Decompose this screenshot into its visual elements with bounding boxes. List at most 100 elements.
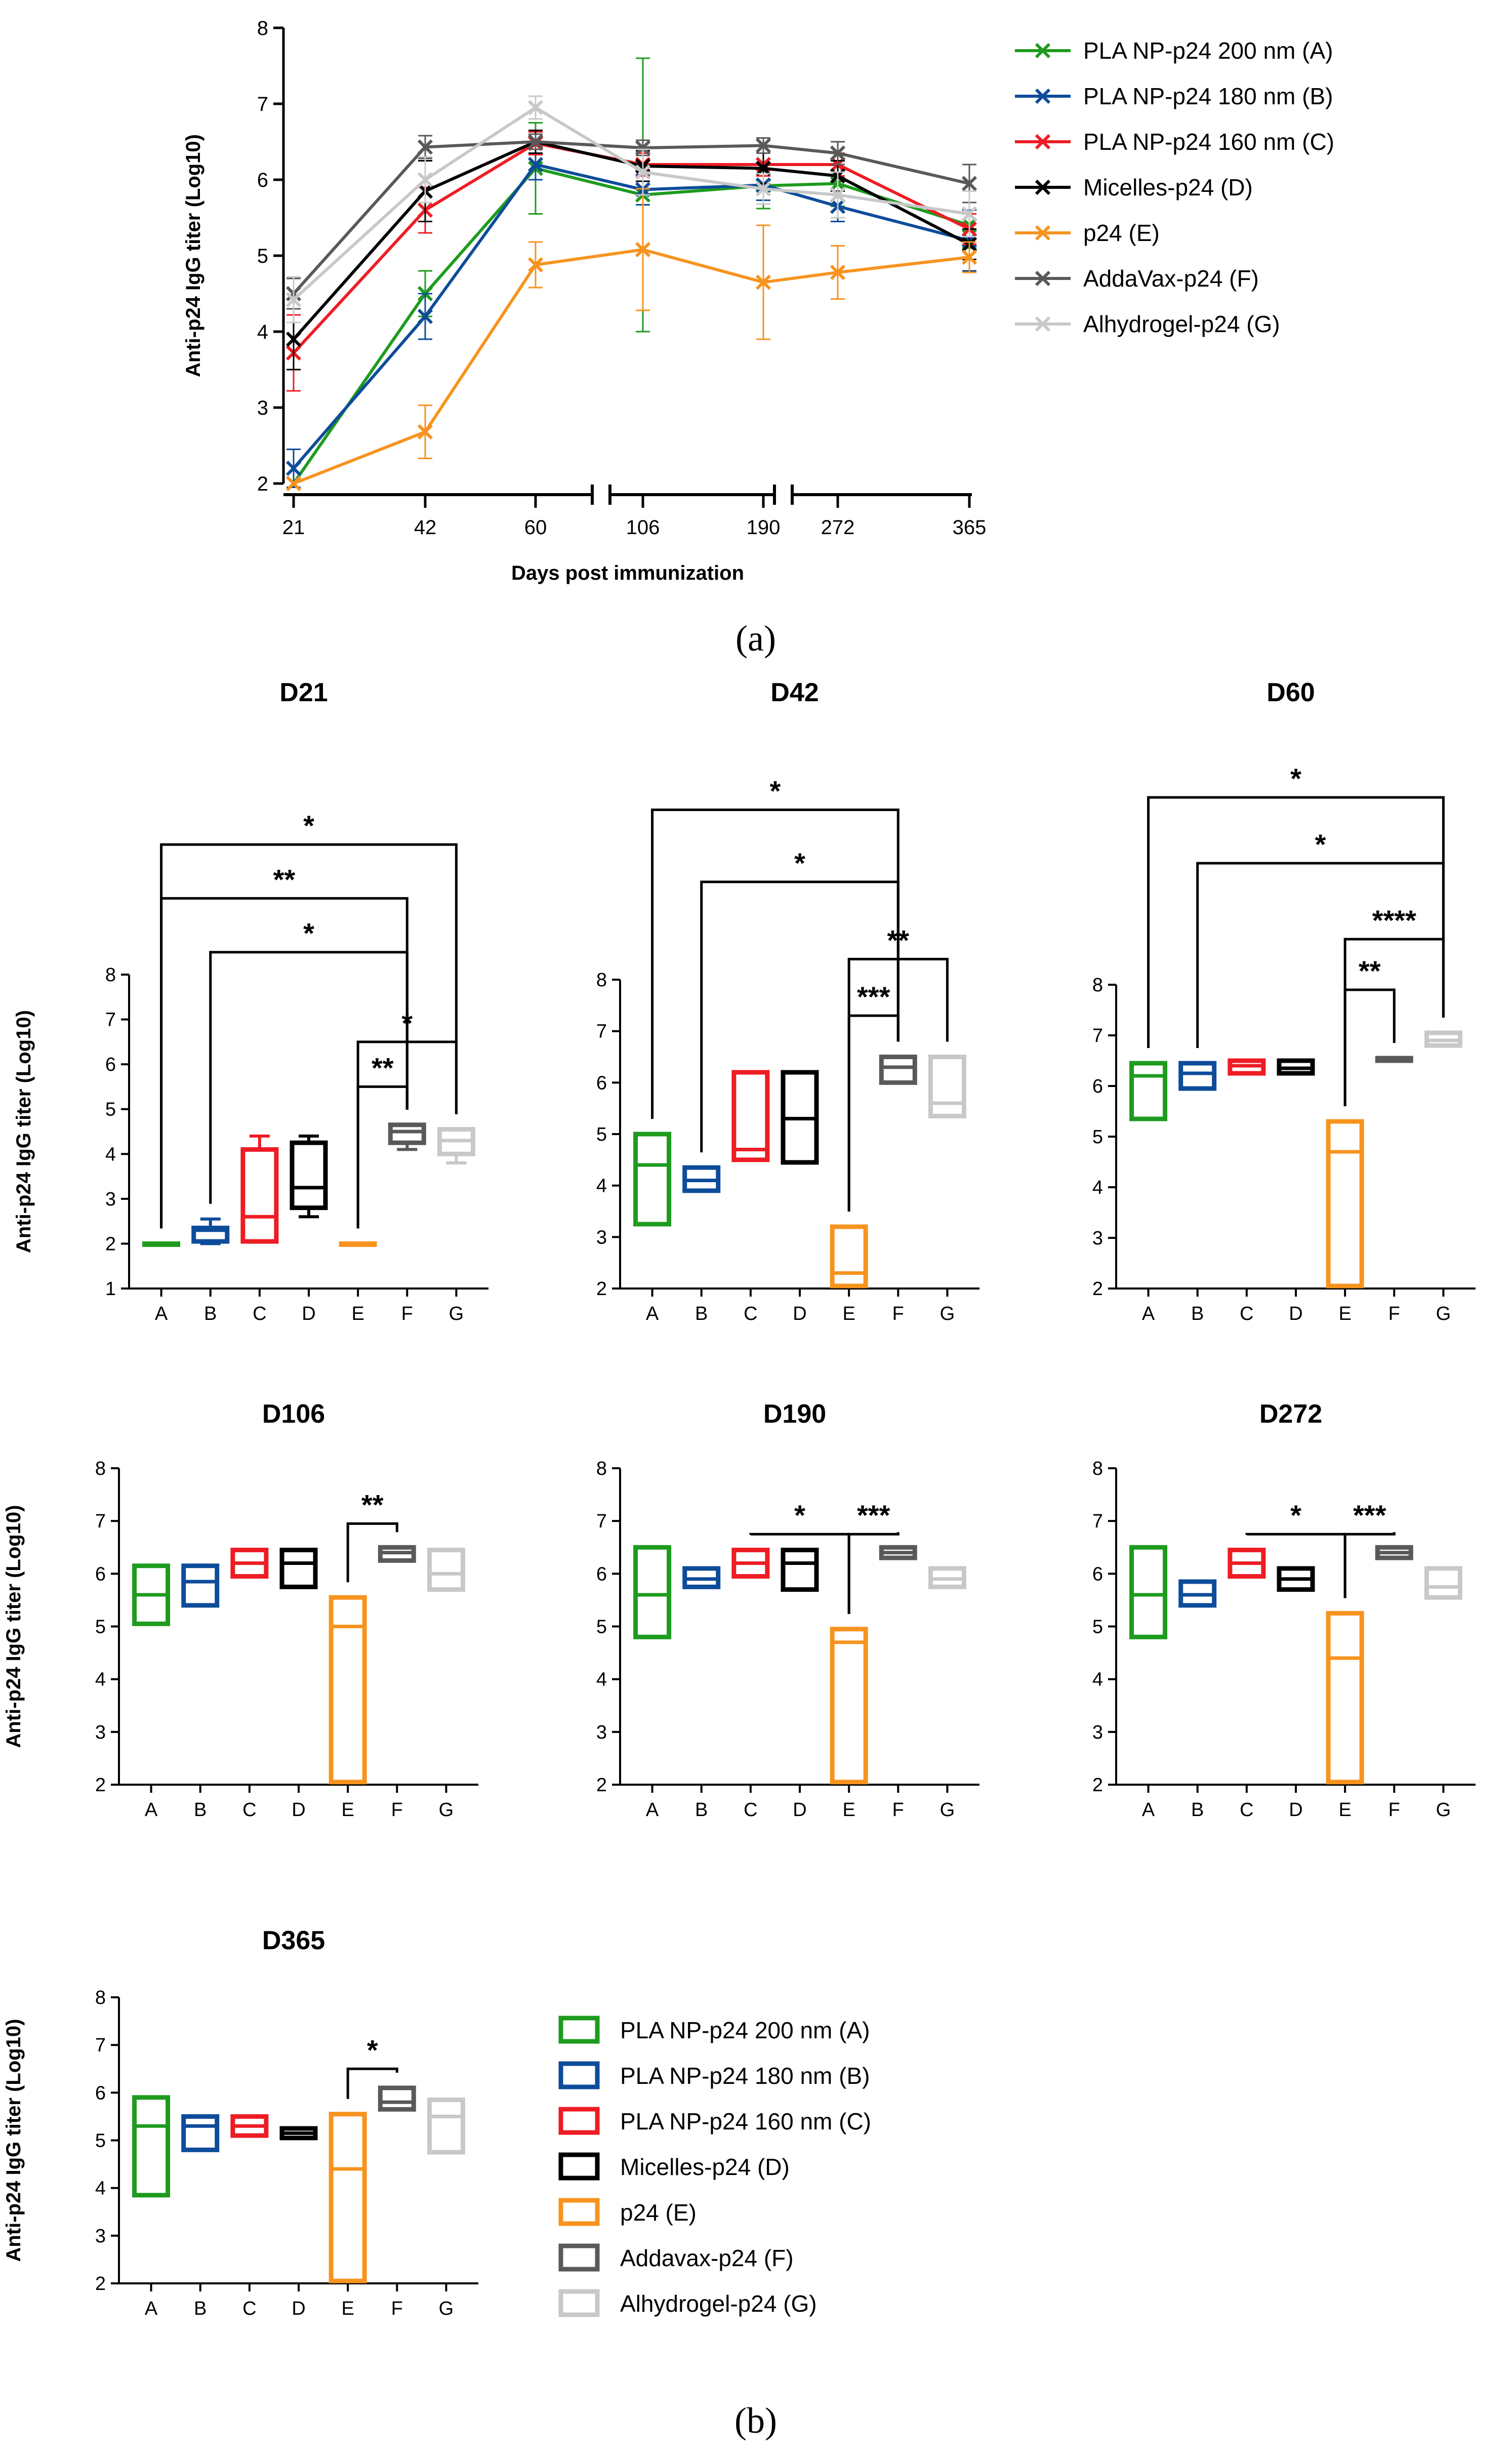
x-tick-label: C — [242, 1799, 256, 1821]
y-tick-label: 4 — [257, 321, 268, 343]
box — [388, 1122, 426, 1145]
y-tick-label: 5 — [596, 1124, 607, 1145]
significance-bracket — [1196, 862, 1445, 1048]
significance-bracket — [160, 843, 458, 1229]
significance-label: * — [367, 2034, 378, 2066]
box — [290, 1140, 328, 1211]
box — [181, 1563, 220, 1608]
y-tick-label: 6 — [596, 1563, 607, 1585]
x-tick-label: 42 — [414, 516, 437, 539]
y-tick-label: 2 — [95, 1775, 106, 1796]
x-tick-label: F — [391, 1799, 403, 1821]
x-tick-label: F — [892, 1303, 904, 1324]
significance-label: ** — [372, 1052, 394, 1083]
legend-label: PLA NP-p24 200 nm (A) — [620, 2017, 870, 2043]
x-tick-label: E — [341, 2298, 354, 2319]
legend-label: p24 (E) — [1083, 220, 1160, 246]
y-tick-label: 4 — [95, 2178, 106, 2199]
box — [427, 2097, 465, 2155]
x-tick-label: C — [242, 2298, 256, 2319]
significance-label: * — [303, 917, 314, 949]
y-tick-label: 6 — [95, 2082, 106, 2104]
x-tick-label: F — [892, 1799, 904, 1821]
x-tick-label: A — [155, 1303, 168, 1324]
x-tick-label: D — [292, 2298, 305, 2319]
legend-marker — [1035, 43, 1051, 59]
data-point — [527, 100, 544, 115]
chart-title: D42 — [770, 678, 819, 707]
data-point — [527, 257, 544, 273]
x-tick-label: D — [292, 1799, 305, 1821]
y-axis-title: Anti-p24 IgG titer (Log10) — [182, 134, 205, 377]
y-tick-label: 8 — [95, 1987, 106, 2008]
x-tick-label: C — [1240, 1799, 1253, 1821]
y-tick-label: 2 — [105, 1233, 116, 1255]
chart-title: D272 — [1259, 1399, 1322, 1429]
legend-swatch — [558, 2016, 600, 2044]
box — [830, 1224, 868, 1289]
y-tick-label: 7 — [1092, 1511, 1103, 1532]
x-tick-label: G — [1436, 1799, 1451, 1821]
y-tick-label: 4 — [1092, 1177, 1103, 1198]
data-point — [417, 308, 433, 325]
x-tick-label: A — [646, 1799, 659, 1821]
box — [731, 1070, 770, 1162]
y-tick-label: 2 — [95, 2273, 106, 2295]
significance-bracket — [1343, 988, 1396, 1106]
y-tick-label: 7 — [95, 1511, 106, 1532]
chart-title: D21 — [279, 678, 328, 707]
x-tick-label: 106 — [626, 516, 660, 539]
y-tick-label: 6 — [1092, 1563, 1103, 1585]
y-axis-title: Anti-p24 IgG titer (Log10) — [3, 1505, 25, 1748]
significance-label: ** — [1359, 955, 1381, 987]
x-tick-label: E — [842, 1303, 855, 1324]
chart-title: D106 — [262, 1399, 325, 1429]
panel-a-caption: (a) — [735, 618, 776, 659]
x-tick-label: A — [145, 1799, 158, 1821]
significance-bracket — [1343, 1532, 1396, 1598]
series-line — [293, 248, 970, 485]
legend-label: PLA NP-p24 180 nm (B) — [620, 2063, 870, 2089]
box — [928, 1055, 966, 1118]
y-tick-label: 8 — [105, 964, 116, 986]
box — [879, 1055, 917, 1085]
data-point — [961, 176, 977, 191]
x-tick-label: 272 — [821, 516, 855, 539]
box — [830, 1627, 868, 1785]
significance-label: *** — [857, 981, 890, 1013]
data-point — [830, 187, 846, 203]
data-point — [961, 249, 977, 265]
y-tick-label: 5 — [95, 1617, 106, 1638]
significance-label: * — [303, 810, 314, 841]
y-tick-label: 8 — [1092, 975, 1103, 996]
series-line — [292, 140, 970, 340]
x-tick-label: E — [351, 1303, 364, 1324]
significance-bracket — [346, 2067, 398, 2099]
box — [378, 2085, 416, 2112]
x-axis-title: Days post immunization — [511, 562, 744, 584]
data-point — [755, 160, 771, 176]
legend-marker — [1035, 316, 1051, 332]
y-tick-label: 4 — [95, 1669, 106, 1691]
legend-swatch — [558, 2152, 600, 2181]
box — [781, 1547, 819, 1592]
data-point — [755, 274, 771, 290]
y-tick-label: 7 — [105, 1010, 116, 1031]
legend-swatch — [558, 2289, 600, 2317]
x-tick-label: D — [793, 1303, 806, 1324]
data-point — [417, 139, 433, 155]
y-tick-label: 2 — [1092, 1775, 1103, 1796]
y-tick-label: 8 — [95, 1458, 106, 1479]
series-line — [292, 105, 970, 301]
x-tick-label: A — [1142, 1799, 1155, 1821]
data-point — [285, 475, 302, 492]
x-tick-label: D — [1289, 1303, 1302, 1324]
y-tick-label: 4 — [1092, 1669, 1103, 1691]
x-tick-label: B — [194, 2298, 207, 2319]
y-tick-label: 6 — [257, 169, 268, 191]
y-tick-label: 5 — [1092, 1126, 1103, 1148]
y-tick-label: 3 — [105, 1189, 116, 1210]
x-tick-label: D — [302, 1303, 315, 1324]
y-tick-label: 6 — [105, 1054, 116, 1075]
box — [1326, 1119, 1364, 1289]
